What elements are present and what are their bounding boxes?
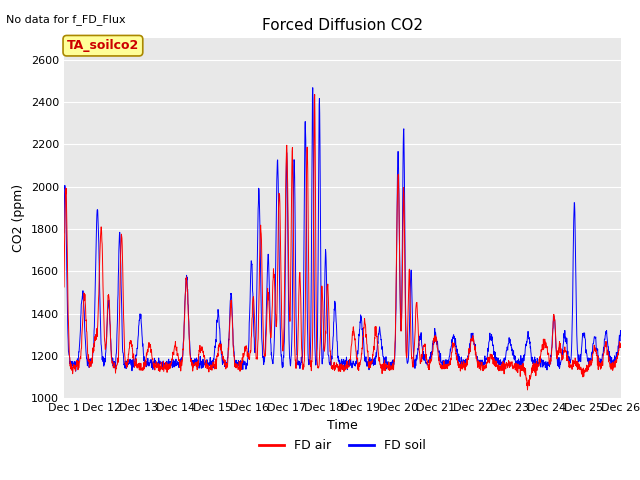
Title: Forced Diffusion CO2: Forced Diffusion CO2 (262, 18, 423, 33)
Y-axis label: CO2 (ppm): CO2 (ppm) (12, 184, 26, 252)
Text: No data for f_FD_Flux: No data for f_FD_Flux (6, 14, 126, 25)
X-axis label: Time: Time (327, 419, 358, 432)
Text: TA_soilco2: TA_soilco2 (67, 39, 139, 52)
Legend: FD air, FD soil: FD air, FD soil (253, 434, 431, 457)
